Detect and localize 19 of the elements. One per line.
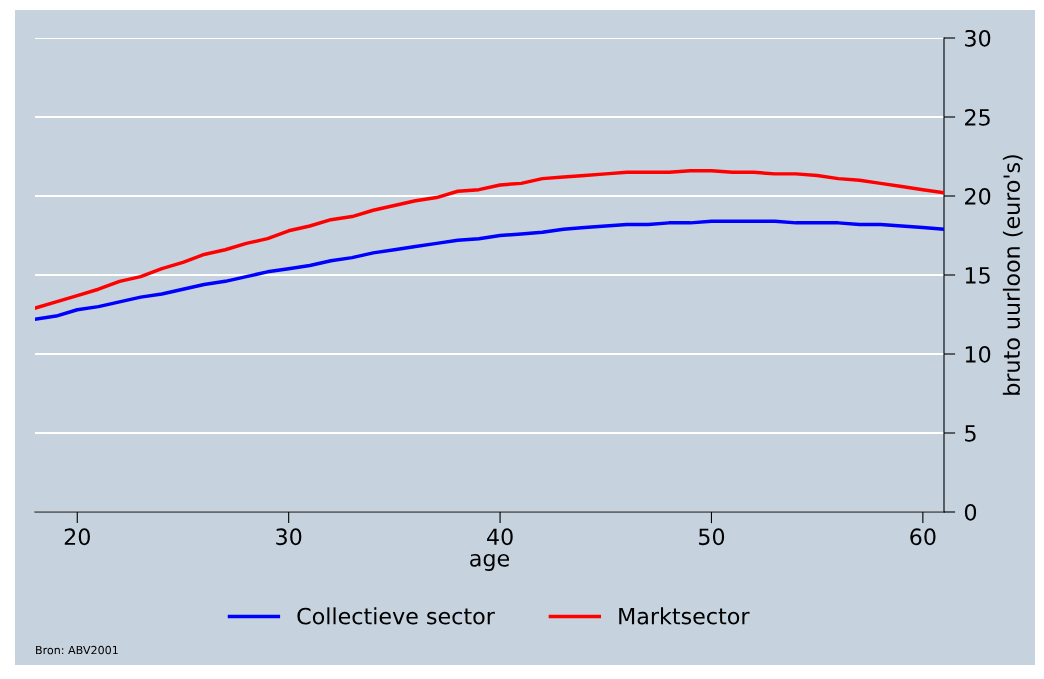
y-axis-title: bruto uurloon (euro's): [1002, 155, 1023, 395]
y-tick-label: 10: [965, 345, 991, 363]
x-tick-label: 50: [699, 528, 725, 546]
x-tick-label: 20: [64, 528, 90, 546]
legend-label: Marktsector: [619, 607, 750, 625]
y-tick-label: 25: [965, 108, 990, 126]
text: Bron: ABV2001: [36, 645, 118, 655]
line-series: [35, 219, 944, 321]
y-tick-label: 30: [965, 29, 991, 47]
y-tick-label: 0: [964, 503, 977, 521]
legend-label: Collectieve sector: [297, 607, 495, 625]
x-axis-title: age: [470, 553, 510, 571]
y-tick-label: 5: [965, 425, 976, 442]
y-tick-label: 15: [965, 267, 990, 284]
y-tick-label: 20: [965, 187, 991, 205]
x-tick-label: 30: [276, 528, 302, 546]
x-tick-label: 60: [910, 528, 936, 546]
x-tick-label: 40: [487, 528, 513, 546]
line-series: [35, 168, 944, 310]
